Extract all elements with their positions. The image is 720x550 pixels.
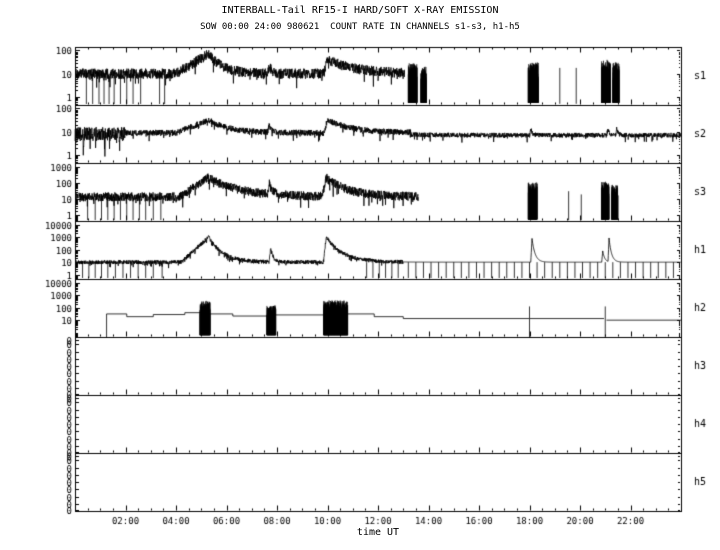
chart-subtitle: SOW 00:00 24:00 980621 COUNT RATE IN CHA… bbox=[200, 22, 520, 32]
chart-title: INTERBALL-Tail RF15-I HARD/SOFT X-RAY EM… bbox=[221, 5, 499, 16]
x-axis-label: time UT bbox=[356, 527, 400, 538]
